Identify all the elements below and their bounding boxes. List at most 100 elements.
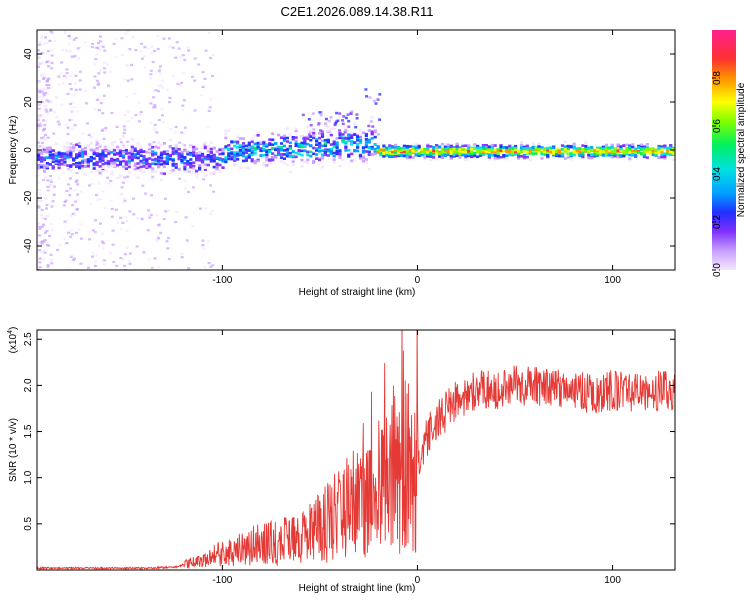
spectrogram-noise-point — [42, 223, 45, 226]
spectrogram-ridge-cell — [332, 151, 336, 155]
spectrogram-ridge-cell — [619, 147, 623, 151]
spectrogram-noise-point — [42, 249, 46, 253]
spectrogram-noise-point — [48, 234, 52, 237]
spectrogram-noise-point — [139, 50, 143, 53]
spectrogram-ridge-cell — [440, 142, 445, 146]
spectrogram-noise-point — [184, 216, 188, 219]
spectrogram-ridge-cell — [291, 150, 295, 154]
spectrogram-noise-point — [41, 240, 45, 243]
spectrogram-noise-point — [130, 78, 134, 81]
spectrogram-ridge-cell — [376, 146, 380, 149]
spectrogram-ridge-cell — [341, 136, 345, 140]
spectrogram-noise-point — [43, 217, 47, 220]
spectrogram-ridge-cell — [180, 159, 184, 162]
spectrogram-ridge-cell — [203, 141, 207, 145]
spectrogram-ridge-cell — [95, 169, 99, 172]
spectrogram-noise-point — [52, 185, 56, 188]
spectrogram-ridge-cell — [151, 150, 155, 153]
spectrogram-ridge-cell — [133, 149, 137, 153]
spectrogram-noise-point — [174, 56, 178, 59]
spectrogram-noise-point — [72, 106, 76, 109]
spectrogram-ridge-cell — [113, 153, 117, 156]
spectrogram-spike-point — [307, 133, 311, 136]
spectrogram-noise-point — [203, 77, 207, 80]
spectrogram-ridge-cell — [250, 149, 254, 152]
spectrogram-noise-point — [93, 62, 97, 66]
spectrogram-ridge-cell — [315, 149, 319, 152]
spectrogram-noise-point — [57, 123, 61, 126]
spectrogram-spike-point — [354, 125, 358, 129]
spectrogram-ridge-cell — [584, 145, 588, 148]
spectrogram-ridge-cell — [622, 154, 626, 157]
spectrogram-ridge-cell — [282, 157, 286, 160]
spectrogram-ridge-cell — [224, 156, 228, 159]
spectrogram-ridge-cell — [318, 158, 322, 162]
spectrogram-ridge-cell — [508, 150, 512, 154]
spectrogram-ridge-cell — [376, 148, 380, 151]
spectrogram-ridge-cell — [601, 145, 605, 149]
spectrogram-noise-point — [56, 120, 60, 123]
spectrogram-ridge-cell — [426, 151, 430, 154]
spectrogram-ridge-cell — [198, 157, 202, 161]
spectrogram-noise-point — [37, 268, 40, 270]
spectrogram-noise-point — [180, 252, 184, 255]
spectrogram-noise-point — [50, 228, 54, 232]
spectrogram-ridge-cell — [458, 148, 462, 151]
spectrogram-ridge-cell — [487, 145, 491, 148]
spectrogram-ridge-cell — [432, 149, 436, 153]
spectrogram-noise-point — [44, 100, 48, 104]
spectrogram-ridge-cell — [127, 160, 131, 163]
spectrogram-noise-point — [40, 100, 44, 104]
spectrogram-ridge-cell — [487, 156, 491, 159]
spectrogram-noise-point — [99, 44, 103, 48]
spectrogram-noise-point — [83, 41, 87, 44]
spectrogram-ridge-cell — [236, 135, 240, 139]
spectrogram-ridge-cell — [200, 161, 205, 164]
spectrogram-ridge-cell — [470, 150, 474, 153]
spectrogram-ridge-cell — [566, 149, 570, 152]
spectrogram-ridge-cell — [461, 152, 465, 155]
spectrogram-ridge-cell — [411, 148, 415, 151]
spectrogram-ridge-cell — [154, 147, 158, 151]
spectrogram-ridge-cell — [473, 147, 477, 150]
spectrogram-noise-point — [68, 194, 72, 197]
spectrogram-ridge-cell — [604, 154, 608, 157]
spectrogram-ridge-cell — [323, 124, 327, 128]
spectrogram-ridge-cell — [338, 131, 342, 135]
spectrogram-ridge-cell — [449, 147, 453, 151]
spectrogram-ridge-cell — [379, 153, 383, 156]
spectrogram-ridge-cell — [642, 154, 646, 157]
spectrogram-noise-point — [102, 263, 106, 266]
spectrogram-ridge-cell — [183, 156, 187, 160]
spectrogram-noise-point — [57, 75, 61, 78]
spectrogram-ridge-cell — [177, 155, 181, 159]
spectrogram-noise-point — [142, 251, 146, 254]
spectrogram-noise-point — [126, 120, 130, 123]
spectrogram-noise-point — [72, 38, 76, 41]
spectrogram-ridge-cell — [613, 154, 617, 158]
spectrogram-ridge-cell — [347, 134, 351, 137]
spectrogram-ridge-cell — [575, 149, 579, 153]
spectrogram-noise-point — [186, 46, 190, 49]
spectrogram-ridge-cell — [306, 161, 310, 164]
spectrogram-ridge-cell — [69, 165, 73, 168]
spectrogram-ridge-cell — [616, 151, 620, 155]
spectrogram-noise-point — [65, 77, 69, 80]
spectrogram-spike-point — [307, 118, 311, 121]
spectrogram-ridge-cell — [481, 153, 485, 156]
spectrogram-ridge-cell — [596, 148, 600, 151]
spectrogram-noise-point — [159, 231, 163, 234]
spectrogram-noise-point — [128, 149, 132, 152]
spectrogram-ridge-cell — [86, 164, 90, 168]
spectrogram-noise-point — [149, 121, 153, 124]
spectrogram-noise-point — [187, 170, 191, 173]
spectrogram-ridge-cell — [517, 157, 521, 160]
spectrogram-ridge-cell — [458, 150, 462, 153]
spectrogram-ridge-cell — [414, 153, 418, 157]
spectrogram-ridge-cell — [189, 153, 193, 157]
spectrogram-ridge-cell — [192, 161, 196, 164]
snr-x-tick-label: 0 — [415, 575, 421, 586]
spectrogram-noise-point — [83, 89, 87, 92]
spectrogram-ridge-cell — [285, 127, 289, 130]
